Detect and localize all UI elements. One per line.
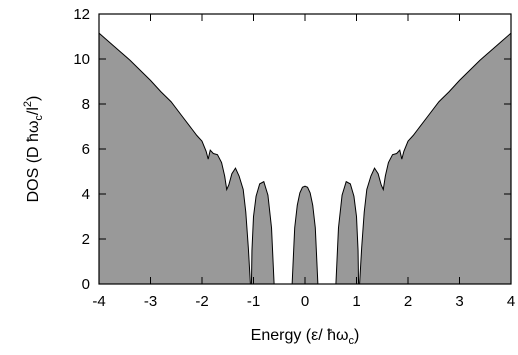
x-tick-label: -4 <box>92 293 105 310</box>
x-tick-label: 1 <box>352 293 360 310</box>
x-tick-labels: -4 -3 -2 -1 0 1 2 3 4 <box>92 293 515 310</box>
y-axis-label: DOS (D ħωc/l2) <box>22 96 45 203</box>
dos-curve <box>98 32 512 285</box>
x-tick-label: -2 <box>195 293 208 310</box>
x-tick-label: 0 <box>301 293 309 310</box>
y-tick-label: 6 <box>82 141 90 158</box>
x-tick-label: 2 <box>404 293 412 310</box>
x-tick-label: 3 <box>455 293 463 310</box>
y-tick-label: 0 <box>82 276 90 293</box>
y-tick-label: 8 <box>82 96 90 113</box>
y-tick-labels: 0 2 4 6 8 10 12 <box>73 6 90 293</box>
x-tick-label: 4 <box>507 293 515 310</box>
x-axis-label: Energy (ε/ ħωc) <box>251 327 360 347</box>
dos-area <box>98 32 512 285</box>
axis-ticks <box>98 13 512 285</box>
y-tick-label: 2 <box>82 231 90 248</box>
y-tick-label: 4 <box>82 186 90 203</box>
x-tick-label: -1 <box>247 293 260 310</box>
y-tick-label: 10 <box>73 51 90 68</box>
y-tick-label: 12 <box>73 6 90 23</box>
x-tick-label: -3 <box>144 293 157 310</box>
